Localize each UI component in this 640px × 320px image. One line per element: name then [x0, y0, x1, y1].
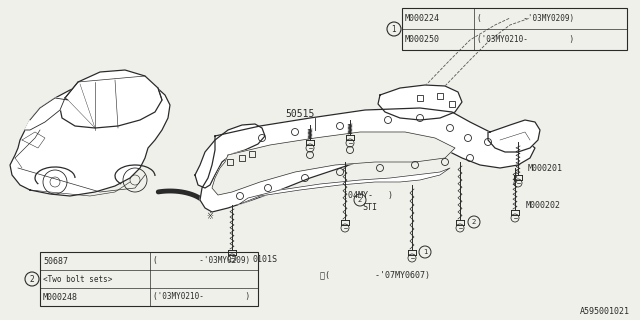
Text: (         -'03MY0209): ( -'03MY0209) [153, 257, 250, 266]
Text: M000201: M000201 [528, 164, 563, 172]
Polygon shape [10, 78, 170, 196]
Text: <Two bolt sets>: <Two bolt sets> [43, 275, 113, 284]
Text: 2: 2 [472, 219, 476, 225]
Bar [402, 8, 627, 50]
Text: 2: 2 [358, 197, 362, 203]
Text: 2: 2 [29, 275, 35, 284]
Polygon shape [212, 132, 455, 195]
Text: ('03MY0210-         ): ('03MY0210- ) [153, 292, 250, 301]
Bar [437, 93, 443, 99]
Polygon shape [25, 98, 68, 130]
Text: ('03MY0210-         ): ('03MY0210- ) [477, 35, 574, 44]
Text: 1: 1 [423, 249, 428, 255]
Bar [249, 151, 255, 157]
Polygon shape [238, 168, 450, 205]
Polygon shape [488, 120, 540, 152]
Bar [227, 159, 233, 165]
Polygon shape [60, 70, 162, 128]
Text: ※: ※ [207, 212, 214, 220]
Text: 50515: 50515 [285, 109, 315, 119]
Polygon shape [378, 85, 462, 120]
Polygon shape [195, 124, 265, 188]
Text: 1: 1 [392, 25, 396, 34]
Text: 0101S: 0101S [252, 255, 277, 265]
Text: (04MY-   ): (04MY- ) [343, 190, 393, 199]
Text: M000224: M000224 [405, 14, 440, 23]
Text: (         -'03MY0209): ( -'03MY0209) [477, 14, 574, 23]
Text: M000202: M000202 [526, 201, 561, 210]
Text: M000250: M000250 [405, 35, 440, 44]
Bar [239, 155, 245, 161]
Text: M000248: M000248 [43, 292, 78, 301]
Bar [417, 95, 423, 101]
Bar [40, 252, 258, 306]
Bar [449, 101, 455, 107]
Text: 50687: 50687 [43, 257, 68, 266]
Text: STI: STI [362, 203, 378, 212]
Text: ※(         -'07MY0607): ※( -'07MY0607) [320, 270, 430, 279]
Polygon shape [200, 108, 535, 212]
Text: A595001021: A595001021 [580, 308, 630, 316]
